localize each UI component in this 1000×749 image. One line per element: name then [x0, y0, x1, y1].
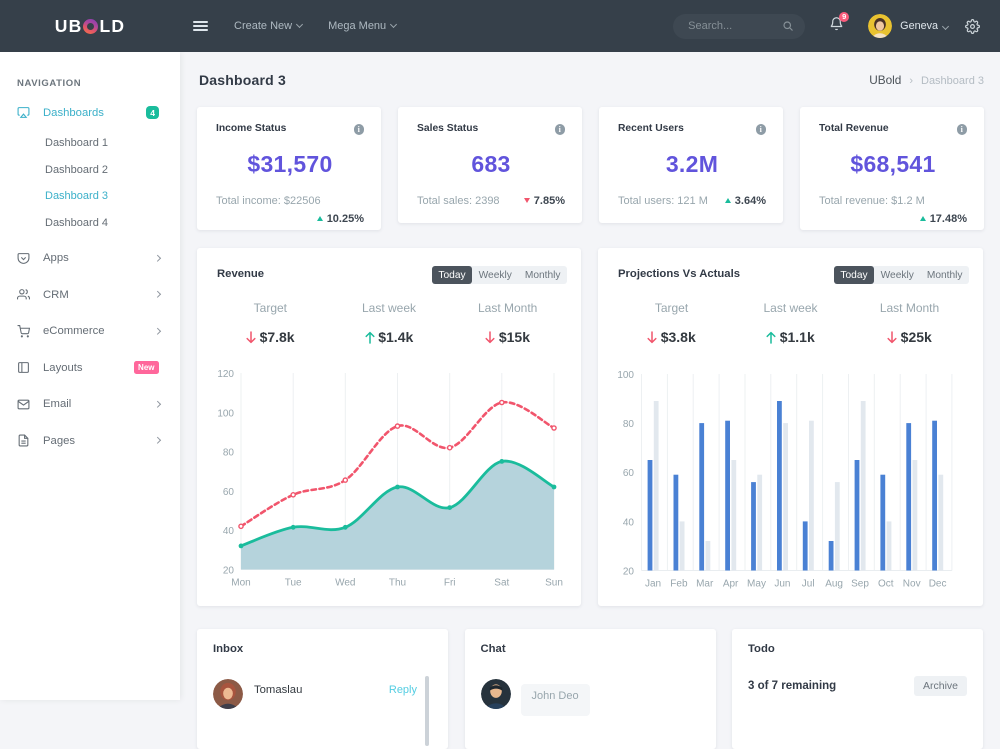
svg-text:Jun: Jun: [774, 579, 790, 590]
svg-text:May: May: [747, 579, 766, 590]
svg-text:20: 20: [623, 567, 635, 578]
svg-text:20: 20: [223, 566, 235, 577]
svg-text:Sep: Sep: [851, 579, 869, 590]
svg-text:Thu: Thu: [389, 578, 406, 589]
svg-text:80: 80: [223, 448, 235, 459]
svg-text:60: 60: [623, 468, 635, 479]
svg-text:Tue: Tue: [285, 578, 302, 589]
svg-text:Wed: Wed: [335, 578, 355, 589]
svg-text:40: 40: [623, 517, 635, 528]
svg-text:Sun: Sun: [545, 578, 563, 589]
svg-text:60: 60: [223, 487, 235, 498]
svg-text:Sat: Sat: [494, 578, 509, 589]
svg-text:Dec: Dec: [929, 579, 947, 590]
svg-text:Jan: Jan: [645, 579, 661, 590]
svg-text:Nov: Nov: [903, 579, 921, 590]
svg-text:Apr: Apr: [723, 579, 739, 590]
svg-text:Feb: Feb: [670, 579, 688, 590]
svg-text:40: 40: [223, 526, 235, 537]
svg-text:Fri: Fri: [444, 578, 456, 589]
svg-text:120: 120: [217, 369, 234, 380]
svg-text:100: 100: [617, 370, 634, 381]
svg-text:Aug: Aug: [825, 579, 843, 590]
svg-text:100: 100: [217, 408, 234, 419]
svg-text:Jul: Jul: [802, 579, 815, 590]
svg-text:80: 80: [623, 419, 635, 430]
svg-text:Mar: Mar: [696, 579, 714, 590]
svg-text:Mon: Mon: [231, 578, 250, 589]
svg-text:Oct: Oct: [878, 579, 894, 590]
